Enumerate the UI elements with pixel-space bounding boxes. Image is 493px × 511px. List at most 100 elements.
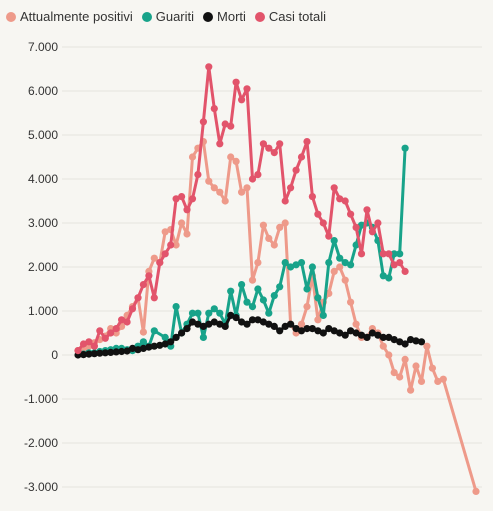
data-point-casi-totali — [325, 232, 333, 240]
data-point-guariti — [238, 281, 246, 289]
data-point-morti — [183, 325, 191, 333]
data-point-attualmente-positivi — [336, 263, 344, 271]
legend-item-attualmente-positivi[interactable]: Attualmente positivi — [6, 9, 133, 24]
data-point-morti — [276, 327, 284, 335]
data-point-morti — [412, 337, 420, 345]
data-point-morti — [123, 347, 131, 355]
data-point-morti — [308, 325, 316, 333]
legend-label-casi-totali: Casi totali — [268, 9, 326, 24]
data-point-casi-totali — [210, 105, 218, 113]
data-point-morti — [194, 320, 202, 328]
series-line-casi-totali — [76, 65, 407, 353]
data-point-morti — [368, 329, 376, 337]
data-point-casi-totali — [303, 138, 311, 146]
data-point-attualmente-positivi — [379, 342, 387, 350]
legend-label-morti: Morti — [217, 9, 246, 24]
data-point-casi-totali — [199, 118, 207, 126]
data-point-casi-totali — [368, 228, 376, 236]
data-point-casi-totali — [287, 184, 295, 192]
data-point-guariti — [287, 263, 295, 271]
data-point-attualmente-positivi — [161, 228, 169, 236]
data-point-casi-totali — [74, 347, 82, 355]
data-point-attualmente-positivi — [390, 369, 398, 377]
data-point-morti — [336, 329, 344, 337]
legend-swatch-guariti — [141, 11, 152, 22]
legend-item-casi-totali[interactable]: Casi totali — [254, 9, 326, 24]
data-point-casi-totali — [341, 197, 349, 205]
y-tick-label: 1.000 — [28, 304, 58, 318]
data-point-casi-totali — [123, 318, 131, 326]
data-point-attualmente-positivi — [227, 153, 235, 161]
data-point-morti — [79, 351, 88, 359]
data-point-casi-totali — [281, 197, 289, 205]
data-point-casi-totali — [347, 210, 355, 218]
data-point-guariti — [325, 259, 333, 267]
legend-item-morti[interactable]: Morti — [203, 9, 246, 24]
data-point-casi-totali — [401, 267, 409, 275]
data-point-attualmente-positivi — [352, 320, 360, 328]
data-point-attualmente-positivi — [139, 328, 147, 336]
data-point-casi-totali — [374, 219, 382, 227]
data-point-guariti — [210, 305, 218, 313]
data-point-attualmente-positivi — [417, 377, 426, 385]
data-point-attualmente-positivi — [428, 364, 436, 372]
data-point-guariti — [194, 309, 202, 317]
data-point-attualmente-positivi — [281, 219, 289, 227]
data-point-morti — [352, 329, 360, 337]
data-point-attualmente-positivi — [265, 234, 273, 242]
legend-swatch-casi-totali — [254, 11, 265, 22]
data-point-guariti — [297, 259, 306, 267]
data-point-attualmente-positivi — [259, 221, 267, 229]
data-point-morti — [221, 322, 229, 330]
data-point-attualmente-positivi — [150, 254, 158, 262]
data-point-attualmente-positivi — [396, 373, 404, 381]
data-point-guariti — [347, 261, 355, 269]
data-point-morti — [156, 341, 164, 349]
y-tick-label: 6.000 — [28, 84, 58, 98]
data-point-morti — [227, 311, 235, 319]
data-point-casi-totali — [194, 171, 202, 179]
data-point-guariti — [314, 294, 322, 302]
data-point-morti — [292, 325, 300, 333]
data-point-morti — [199, 322, 207, 330]
data-point-morti — [161, 340, 169, 348]
data-point-casi-totali — [227, 122, 235, 130]
data-point-morti — [270, 322, 278, 330]
data-point-morti — [178, 329, 186, 337]
data-point-casi-totali — [118, 316, 126, 324]
data-point-morti — [363, 333, 371, 341]
data-point-morti — [401, 340, 409, 348]
data-point-morti — [128, 344, 137, 352]
data-point-guariti — [248, 303, 257, 311]
legend-item-guariti[interactable]: Guariti — [141, 9, 195, 24]
y-tick-label: -3.000 — [24, 480, 58, 494]
data-point-guariti — [390, 250, 398, 258]
data-point-guariti — [139, 338, 147, 346]
data-point-morti — [325, 325, 333, 333]
data-point-casi-totali — [254, 171, 262, 179]
data-point-morti — [96, 349, 104, 357]
data-point-attualmente-positivi — [297, 320, 306, 328]
y-tick-label: 7.000 — [28, 40, 58, 54]
legend-label-guariti: Guariti — [155, 9, 195, 24]
data-point-guariti — [172, 303, 180, 311]
data-point-guariti — [227, 287, 235, 295]
data-point-guariti — [303, 285, 311, 293]
data-point-casi-totali — [396, 259, 404, 267]
data-point-casi-totali — [96, 327, 104, 335]
data-point-attualmente-positivi — [423, 342, 431, 350]
data-point-attualmente-positivi — [221, 197, 229, 205]
data-point-morti — [330, 327, 338, 335]
data-point-attualmente-positivi — [330, 267, 338, 275]
legend-swatch-attualmente-positivi — [6, 11, 16, 22]
data-point-guariti — [270, 292, 278, 300]
y-tick-label: 0 — [51, 348, 58, 362]
data-point-guariti — [281, 259, 289, 267]
data-point-casi-totali — [183, 206, 191, 214]
y-tick-label: 4.000 — [28, 172, 58, 186]
data-point-casi-totali — [390, 261, 398, 269]
data-point-attualmente-positivi — [347, 298, 355, 306]
data-point-morti — [85, 350, 93, 358]
y-tick-label: 2.000 — [28, 260, 58, 274]
data-point-guariti — [330, 237, 338, 245]
